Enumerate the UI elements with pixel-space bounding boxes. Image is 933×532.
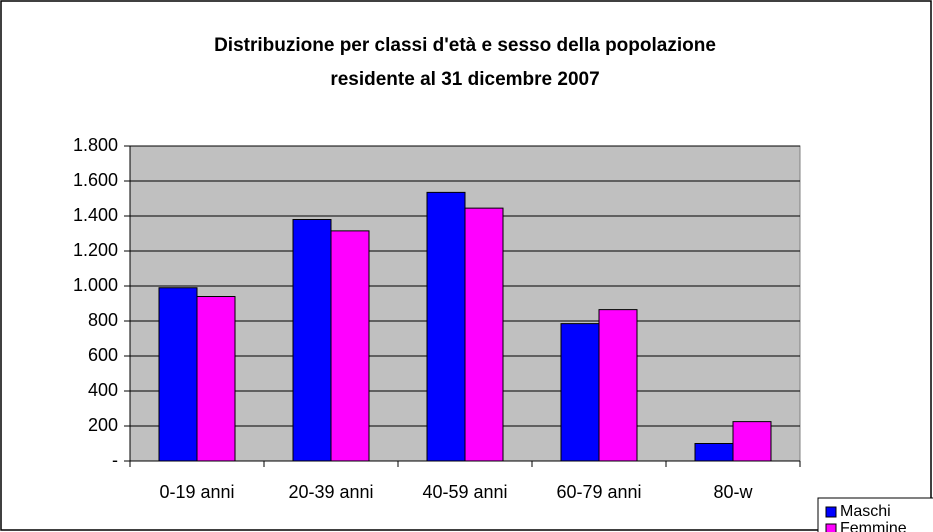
bar: [694, 443, 734, 462]
x-tick-label: 80-w: [713, 482, 753, 502]
legend-box: [817, 497, 933, 532]
y-tick-label: 1.400: [73, 205, 118, 225]
y-tick-label: 400: [88, 380, 118, 400]
bar: [598, 309, 638, 462]
bar: [426, 191, 466, 462]
legend-label: Maschi: [840, 503, 891, 520]
chart-title: residente al 31 dicembre 2007: [330, 69, 599, 90]
x-tick-label: 60-79 anni: [556, 482, 641, 502]
y-tick-label: 1.600: [73, 170, 118, 190]
y-tick-label: 1.200: [73, 240, 118, 260]
bar: [292, 219, 332, 462]
y-tick-label: 800: [88, 310, 118, 330]
y-tick-label: 1.000: [73, 275, 118, 295]
legend-swatch: [825, 523, 837, 532]
y-tick-label: 600: [88, 345, 118, 365]
y-tick-label: 1.800: [73, 135, 118, 155]
chart-title: Distribuzione per classi d'età e sesso d…: [214, 35, 716, 56]
bar: [464, 207, 504, 462]
bar: [560, 323, 600, 462]
y-tick-label: -: [112, 450, 118, 470]
x-tick-label: 40-59 anni: [422, 482, 507, 502]
x-tick-label: 0-19 anni: [159, 482, 234, 502]
legend-swatch: [825, 506, 837, 518]
y-tick-label: 200: [88, 415, 118, 435]
x-tick-label: 20-39 anni: [288, 482, 373, 502]
bar: [196, 296, 236, 462]
bar: [732, 421, 772, 462]
legend-label: Femmine: [840, 520, 907, 532]
bar: [158, 287, 198, 462]
bar: [330, 230, 370, 462]
